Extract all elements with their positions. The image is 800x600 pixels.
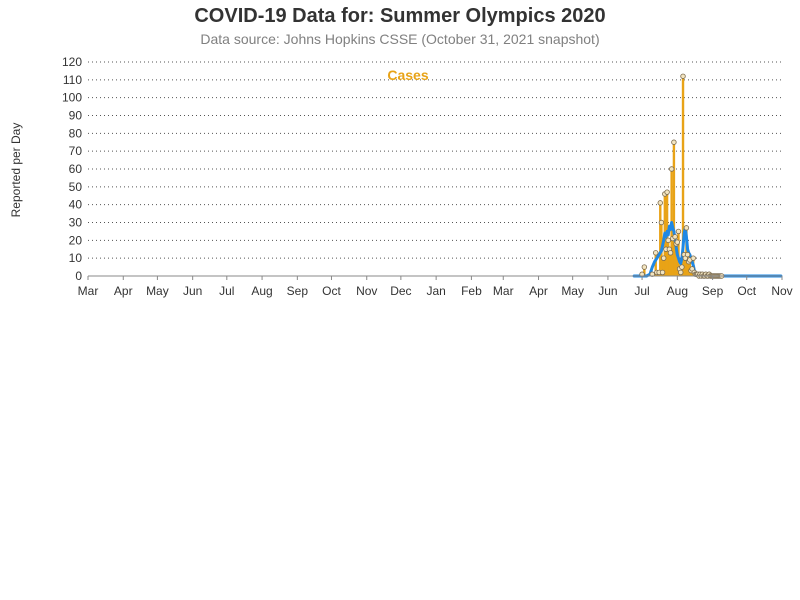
y-tick-label: 30 [69,216,83,230]
cases-marker [665,237,671,244]
cases-bar [654,252,657,276]
cases-marker [653,250,659,256]
y-tick-label: 80 [69,126,83,140]
moving-average-line [632,221,783,278]
axes [87,275,783,280]
series-label-cases: Cases [387,67,428,83]
cases-marker [660,255,667,261]
cases-marker [668,166,675,172]
cases-marker [658,219,665,226]
cases-marker [674,239,681,245]
cases-bar [672,142,676,276]
x-tick-label: Apr [529,284,548,298]
x-tick-label: Feb [461,284,482,298]
y-tick-label: 70 [69,144,83,158]
y-tick-label: 90 [69,109,83,123]
grid-lines [88,61,782,259]
cases-marker [684,251,691,258]
x-tick-label: Oct [322,284,341,298]
moving-average-polyline [632,221,783,278]
x-tick-label: Jul [219,284,234,298]
x-tick-label: Nov [771,284,792,298]
x-tick-label: Aug [251,284,272,298]
x-tick-label: Sep [287,284,309,298]
x-tick-label: Nov [356,284,377,298]
y-tick-label: 120 [62,55,82,69]
x-tick-label: Jan [426,284,445,298]
x-tick-label: Aug [667,284,688,298]
cases-bar [681,76,685,277]
x-tick-label: Mar [78,284,99,298]
cases-marker [667,250,674,256]
cases-marker [659,269,666,276]
x-tick-label: May [146,284,169,298]
x-tick-label: Jun [598,284,617,298]
x-tick-label: Mar [493,284,514,298]
y-tick-label: 50 [69,180,83,194]
cases-marker [680,73,686,79]
x-tick-label: Dec [390,284,411,298]
x-tick-label: Oct [737,284,756,298]
x-tick-labels: Mar Apr May Jun Jul Aug Sep Oct Nov Dec Jan Feb Mar A… [78,284,793,298]
y-tick-label: 10 [69,251,83,265]
chart-subtitle: Data source: Johns Hopkins CSSE (October… [200,31,600,47]
chart-title: COVID-19 Data for: Summer Olympics 2020 [194,5,606,27]
cases-marker [675,228,682,235]
cases-marker [679,264,685,270]
y-tick-label: 20 [69,233,83,247]
cases-marker [683,225,690,231]
x-tick-label: Apr [114,284,133,298]
y-tick-labels: 0 10 20 30 40 50 60 70 80 90 100 110 120 [62,55,82,283]
x-tick-label: Sep [702,284,724,298]
y-tick-label: 60 [69,162,83,176]
y-tick-label: 100 [62,91,82,105]
cases-marker [657,200,663,206]
cases-bar [685,227,688,276]
cases-marker [664,189,670,195]
x-tick-label: Jun [183,284,202,298]
cases-bar [643,267,646,276]
cases-marker [678,269,684,276]
cases-marker [690,255,696,261]
cases-marker [641,264,648,270]
y-tick-label: 40 [69,198,83,212]
x-tick-label: Jul [634,284,649,298]
y-tick-label: 110 [63,73,82,87]
y-tick-label: 0 [75,269,82,283]
cases-marker [672,234,678,240]
x-tick-label: May [561,284,584,298]
cases-marker [649,271,656,277]
cases-marker [671,139,677,145]
